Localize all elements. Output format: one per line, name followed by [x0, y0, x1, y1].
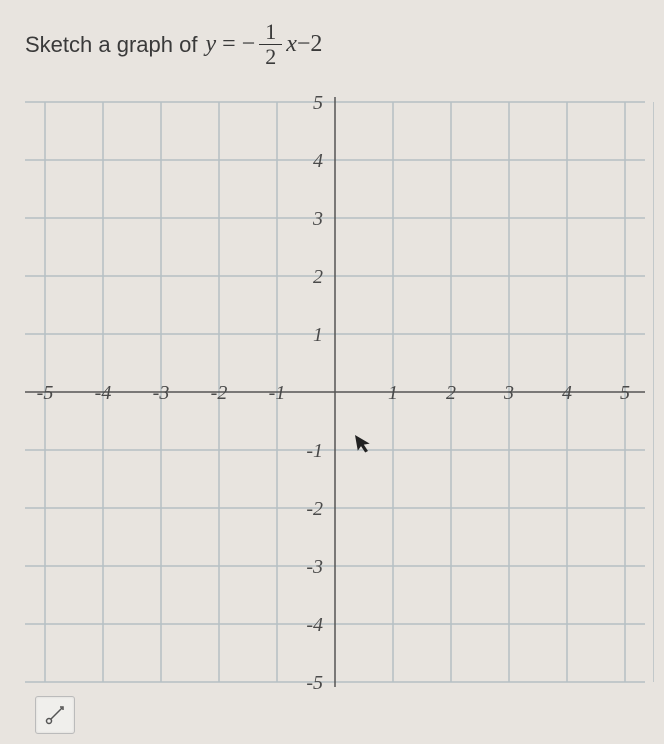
- svg-text:-5: -5: [306, 672, 323, 694]
- svg-text:1: 1: [313, 324, 323, 346]
- svg-text:4: 4: [562, 382, 572, 404]
- svg-text:-4: -4: [306, 614, 323, 636]
- equation: y = − 1 2 x − 2: [205, 20, 322, 69]
- eq-x: x: [286, 31, 297, 58]
- svg-text:5: 5: [313, 92, 323, 114]
- eq-neg: −: [242, 31, 256, 58]
- line-tool-button[interactable]: [35, 696, 75, 734]
- eq-fraction: 1 2: [259, 20, 282, 69]
- worksheet-container: Sketch a graph of y = − 1 2 x − 2 -5 -4 -3…: [10, 10, 654, 734]
- prompt-text: Sketch a graph of y = − 1 2 x − 2: [25, 20, 322, 69]
- svg-text:-1: -1: [269, 382, 286, 404]
- svg-text:2: 2: [313, 266, 323, 288]
- coordinate-grid[interactable]: -5 -4 -3 -2 -1 1 2 3 4 5 5 4 3 2 1 -1 -2 -3 -4 -5: [10, 85, 654, 700]
- axes: [25, 97, 645, 687]
- line-tool-icon: [44, 704, 66, 726]
- svg-text:-1: -1: [306, 440, 323, 462]
- svg-text:-2: -2: [211, 382, 228, 404]
- eq-frac-num: 1: [259, 20, 282, 45]
- eq-minus2: −: [297, 31, 311, 58]
- prompt-prefix: Sketch a graph of: [25, 32, 197, 58]
- eq-const: 2: [310, 31, 322, 58]
- svg-text:-5: -5: [37, 382, 54, 404]
- svg-text:4: 4: [313, 150, 323, 172]
- eq-y: y: [205, 31, 216, 58]
- axis-labels: -5 -4 -3 -2 -1 1 2 3 4 5 5 4 3 2 1 -1 -2 -3 -4 -5: [37, 92, 630, 694]
- svg-text:5: 5: [620, 382, 630, 404]
- svg-text:-3: -3: [153, 382, 170, 404]
- svg-text:1: 1: [388, 382, 398, 404]
- svg-text:2: 2: [446, 382, 456, 404]
- svg-text:3: 3: [312, 208, 323, 230]
- svg-text:3: 3: [503, 382, 514, 404]
- eq-frac-den: 2: [259, 45, 282, 69]
- graph-area[interactable]: -5 -4 -3 -2 -1 1 2 3 4 5 5 4 3 2 1 -1 -2 -3 -4 -5: [10, 85, 654, 700]
- svg-text:-2: -2: [306, 498, 323, 520]
- eq-equals: =: [222, 31, 236, 58]
- svg-text:-4: -4: [95, 382, 112, 404]
- svg-text:-3: -3: [306, 556, 323, 578]
